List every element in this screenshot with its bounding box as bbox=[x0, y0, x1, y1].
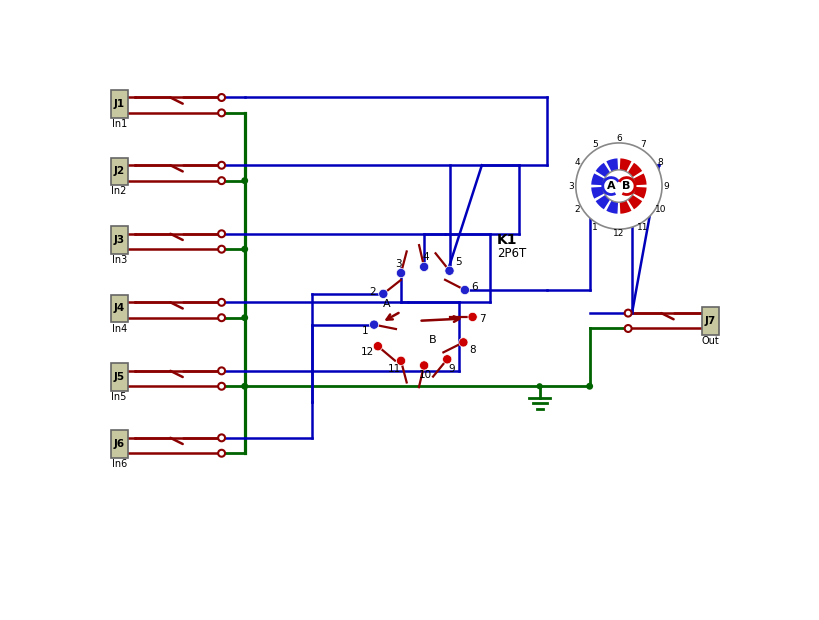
Wedge shape bbox=[619, 200, 631, 214]
Circle shape bbox=[378, 289, 387, 298]
Text: In4: In4 bbox=[111, 324, 127, 334]
Text: 3: 3 bbox=[568, 182, 573, 190]
Text: 3: 3 bbox=[395, 259, 401, 269]
Circle shape bbox=[218, 435, 224, 441]
Text: 12: 12 bbox=[361, 347, 374, 356]
Text: 9: 9 bbox=[448, 365, 455, 374]
Wedge shape bbox=[605, 200, 618, 214]
Text: 10: 10 bbox=[654, 205, 665, 215]
Text: 11: 11 bbox=[636, 223, 648, 232]
Text: 7: 7 bbox=[639, 140, 645, 149]
Text: 8: 8 bbox=[468, 345, 475, 355]
Text: 2: 2 bbox=[369, 287, 375, 298]
Circle shape bbox=[396, 356, 405, 365]
Circle shape bbox=[624, 325, 631, 332]
Text: Out: Out bbox=[701, 336, 718, 346]
Bar bbox=[111, 363, 128, 391]
Text: In2: In2 bbox=[111, 187, 127, 197]
Text: 1: 1 bbox=[591, 223, 597, 232]
Text: 11: 11 bbox=[387, 365, 401, 374]
Text: J4: J4 bbox=[113, 303, 124, 314]
Wedge shape bbox=[605, 158, 618, 172]
Circle shape bbox=[218, 299, 224, 306]
Text: 8: 8 bbox=[657, 157, 663, 167]
Text: A: A bbox=[606, 181, 615, 191]
Text: A: A bbox=[382, 299, 391, 309]
Circle shape bbox=[218, 110, 224, 117]
Text: 5: 5 bbox=[591, 140, 597, 149]
Text: 6: 6 bbox=[470, 282, 477, 292]
Text: J2: J2 bbox=[114, 166, 124, 177]
Circle shape bbox=[442, 355, 451, 364]
Circle shape bbox=[218, 94, 224, 101]
Circle shape bbox=[241, 246, 248, 253]
Text: In6: In6 bbox=[111, 459, 127, 469]
Text: J7: J7 bbox=[704, 316, 715, 326]
Text: 5: 5 bbox=[455, 257, 461, 267]
Circle shape bbox=[218, 246, 224, 253]
Circle shape bbox=[396, 268, 405, 278]
Text: B: B bbox=[428, 335, 436, 345]
Wedge shape bbox=[627, 195, 641, 210]
Text: 10: 10 bbox=[419, 371, 432, 381]
Text: 4: 4 bbox=[422, 252, 428, 262]
Circle shape bbox=[536, 383, 542, 389]
Text: 6: 6 bbox=[615, 134, 621, 143]
Circle shape bbox=[419, 361, 428, 370]
Circle shape bbox=[369, 320, 378, 329]
Bar bbox=[701, 307, 718, 335]
Bar bbox=[111, 157, 128, 185]
Text: 12: 12 bbox=[613, 229, 624, 238]
Wedge shape bbox=[632, 187, 646, 198]
Circle shape bbox=[468, 312, 477, 322]
Circle shape bbox=[218, 383, 224, 390]
Text: 4: 4 bbox=[574, 157, 580, 167]
Circle shape bbox=[459, 285, 469, 294]
Circle shape bbox=[458, 338, 468, 347]
Circle shape bbox=[373, 342, 382, 351]
Text: 1: 1 bbox=[361, 326, 368, 336]
Bar bbox=[111, 294, 128, 322]
Circle shape bbox=[218, 177, 224, 184]
Wedge shape bbox=[595, 195, 609, 210]
Text: In1: In1 bbox=[111, 118, 127, 129]
Bar bbox=[111, 90, 128, 118]
Wedge shape bbox=[632, 174, 646, 185]
Wedge shape bbox=[590, 174, 604, 185]
Wedge shape bbox=[619, 158, 631, 172]
Text: 9: 9 bbox=[663, 182, 668, 190]
Circle shape bbox=[218, 368, 224, 374]
Wedge shape bbox=[627, 163, 641, 177]
Text: In3: In3 bbox=[111, 255, 127, 265]
Circle shape bbox=[419, 262, 428, 272]
Text: 2P6T: 2P6T bbox=[496, 247, 526, 260]
Circle shape bbox=[218, 162, 224, 169]
Text: J1: J1 bbox=[114, 99, 124, 108]
Circle shape bbox=[445, 266, 454, 275]
Text: J6: J6 bbox=[114, 439, 124, 449]
Wedge shape bbox=[595, 163, 609, 177]
Circle shape bbox=[218, 450, 224, 457]
Text: K1: K1 bbox=[496, 233, 517, 247]
Wedge shape bbox=[590, 187, 604, 198]
Circle shape bbox=[602, 170, 634, 202]
Circle shape bbox=[218, 230, 224, 237]
Circle shape bbox=[241, 177, 248, 184]
Circle shape bbox=[218, 314, 224, 321]
Circle shape bbox=[624, 309, 631, 317]
Circle shape bbox=[241, 383, 248, 390]
Text: 7: 7 bbox=[479, 314, 486, 324]
Circle shape bbox=[575, 143, 661, 229]
Text: B: B bbox=[622, 181, 630, 191]
Text: J5: J5 bbox=[114, 372, 124, 382]
Bar bbox=[111, 226, 128, 254]
Text: 2: 2 bbox=[574, 205, 580, 215]
Bar bbox=[111, 430, 128, 458]
Circle shape bbox=[586, 383, 592, 390]
Circle shape bbox=[241, 314, 248, 321]
Text: J3: J3 bbox=[114, 235, 124, 245]
Text: In5: In5 bbox=[111, 392, 127, 402]
